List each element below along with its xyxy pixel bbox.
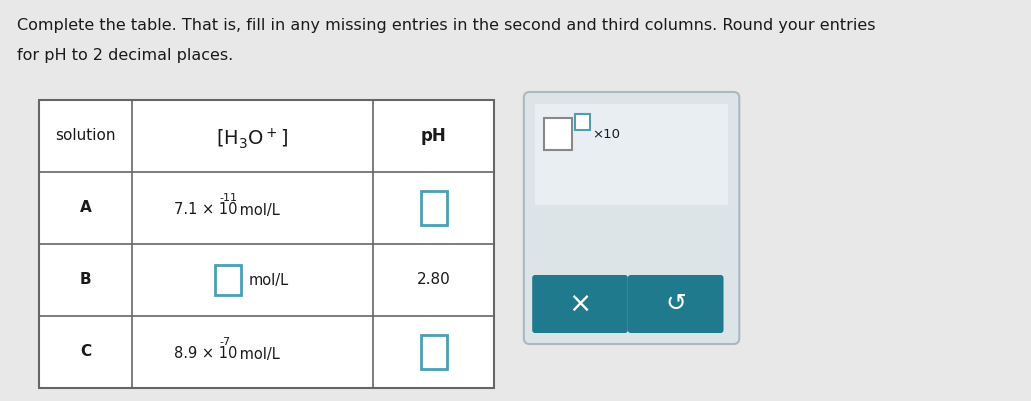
Text: mol/L: mol/L [235,346,279,361]
Bar [535,104,728,205]
Text: 8.9 × 10: 8.9 × 10 [173,346,237,361]
Bar [39,100,494,388]
Text: ×: × [568,290,592,318]
Text: Complete the table. That is, fill in any missing entries in the second and third: Complete the table. That is, fill in any… [16,18,875,33]
Text: mol/L: mol/L [248,273,289,288]
FancyBboxPatch shape [524,92,739,344]
Text: $\left[\mathrm{H_3O^+}\right]$: $\left[\mathrm{H_3O^+}\right]$ [217,127,289,151]
Bar [421,191,446,225]
Text: B: B [79,273,92,288]
Text: for pH to 2 decimal places.: for pH to 2 decimal places. [16,48,233,63]
Text: 2.80: 2.80 [417,273,451,288]
Text: solution: solution [56,128,115,144]
FancyBboxPatch shape [628,275,724,333]
Text: -7: -7 [220,337,231,347]
Bar [544,118,572,150]
Text: A: A [79,200,92,215]
Bar [421,335,446,369]
Text: mol/L: mol/L [235,203,279,217]
Text: pH: pH [421,127,446,145]
Bar [575,114,590,130]
Bar [215,265,241,295]
Text: ×10: ×10 [593,128,621,140]
Text: 7.1 × 10: 7.1 × 10 [173,203,237,217]
FancyBboxPatch shape [532,275,628,333]
Text: ↺: ↺ [665,292,687,316]
Text: -11: -11 [220,193,238,203]
Text: C: C [79,344,91,360]
